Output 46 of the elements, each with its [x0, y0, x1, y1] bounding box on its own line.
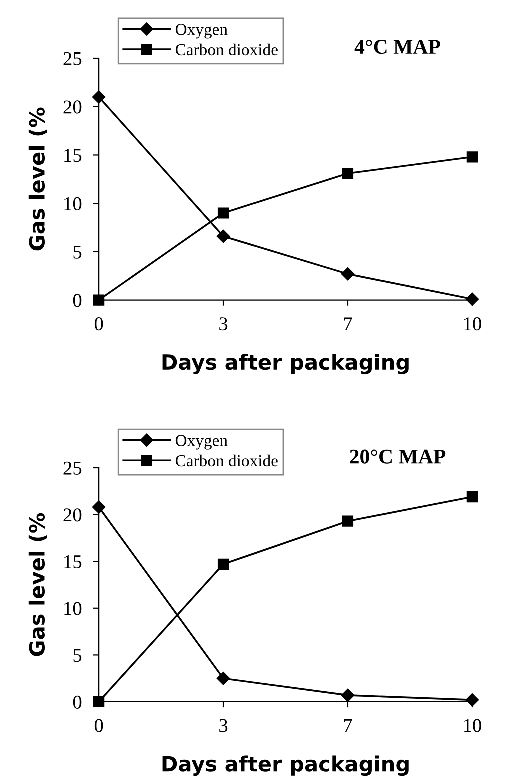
y-tick-label: 0: [73, 294, 82, 308]
chart-title: 4°C MAP: [354, 40, 440, 54]
x-tick-label: 3: [220, 318, 228, 331]
point: [94, 696, 105, 708]
point: [341, 688, 355, 702]
point: [466, 694, 480, 707]
legend-label: Oxygen: [176, 435, 228, 450]
point: [466, 491, 478, 503]
x-tick-label: 0: [94, 318, 104, 331]
y-tick-label: 20: [64, 100, 82, 114]
point: [92, 90, 106, 104]
point: [218, 558, 230, 570]
x-axis-title: Days after packaging: [162, 354, 409, 374]
y-tick-label: 15: [64, 556, 82, 569]
point: [466, 292, 480, 306]
point: [216, 230, 230, 244]
y-tick-label: 10: [64, 602, 82, 616]
y-tick-label: 5: [74, 246, 82, 259]
y-axis-title: Gas level (%: [28, 108, 48, 251]
point: [216, 672, 230, 686]
y-axis-title: Gas level (%: [28, 513, 48, 656]
y-tick-label: 15: [64, 149, 82, 162]
y-tick-label: 20: [64, 508, 82, 522]
chart-title: 20°C MAP: [350, 450, 446, 464]
legend-label: Oxygen: [176, 24, 228, 39]
point: [466, 152, 478, 163]
x-tick-label: 3: [220, 719, 228, 732]
point: [94, 294, 105, 306]
y-tick-label: 25: [64, 52, 82, 66]
y-tick-label: 25: [64, 462, 82, 475]
x-tick-label: 0: [94, 719, 104, 732]
y-tick-label: 10: [64, 197, 82, 211]
point: [342, 168, 354, 180]
legend-label: Carbon dioxide: [176, 454, 278, 467]
x-tick-label: 10: [464, 318, 482, 331]
y-tick-label: 0: [73, 696, 82, 709]
x-tick-label: 7: [344, 318, 352, 330]
point: [342, 516, 354, 527]
legend-label: Carbon dioxide: [176, 44, 278, 56]
point: [218, 208, 230, 219]
x-axis-title: Days after packaging: [162, 756, 409, 776]
point: [341, 268, 355, 281]
y-tick-label: 5: [74, 649, 82, 662]
point: [92, 500, 106, 514]
x-tick-label: 10: [464, 719, 482, 732]
x-tick-label: 7: [344, 719, 352, 732]
